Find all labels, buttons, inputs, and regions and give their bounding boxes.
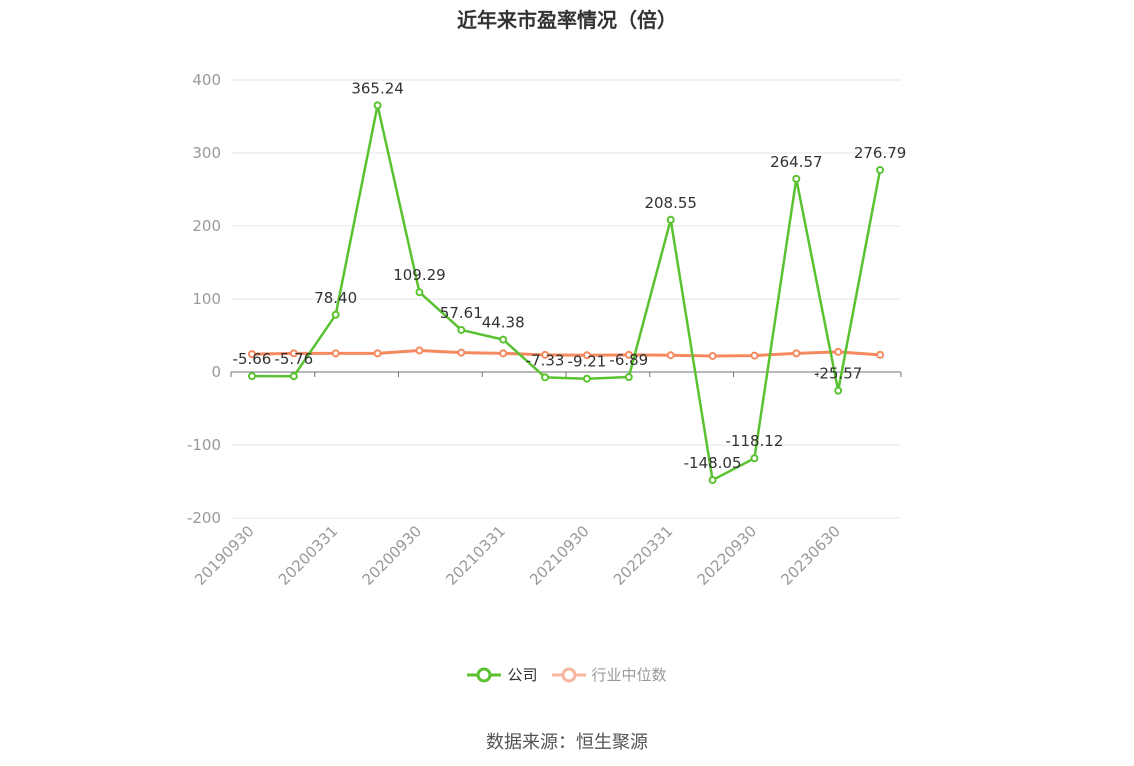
industry-series-point — [373, 349, 382, 358]
company-data-label: 208.55 — [644, 194, 697, 212]
y-tick-label: -200 — [187, 509, 221, 527]
legend-industry-line-icon — [551, 667, 586, 682]
company-data-label: 365.24 — [351, 79, 404, 97]
industry-series-point — [708, 351, 717, 360]
company-data-label: 276.79 — [854, 144, 907, 162]
x-tick-label: 20200331 — [275, 522, 342, 589]
x-tick-label: 20200930 — [359, 522, 426, 589]
industry-series-point — [415, 346, 424, 355]
x-tick-label: 20220930 — [694, 522, 761, 589]
company-series-point — [541, 373, 550, 382]
x-tick-label: 20190930 — [191, 522, 258, 589]
y-tick-label: 200 — [192, 217, 221, 235]
company-data-label: 78.40 — [314, 289, 357, 307]
y-tick-label: 400 — [192, 71, 221, 89]
company-data-label: -9.21 — [568, 353, 607, 371]
company-series-point — [750, 454, 759, 463]
company-data-label: -5.66 — [233, 350, 272, 368]
industry-series-point — [289, 349, 298, 358]
company-series-point — [247, 372, 256, 381]
company-data-label: -148.05 — [684, 454, 742, 472]
company-series-point — [457, 325, 466, 334]
company-data-label: -7.33 — [526, 351, 565, 369]
chart-legend: 公司 行业中位数 — [0, 664, 1134, 685]
company-series-point — [666, 215, 675, 224]
company-series-line — [251, 104, 882, 482]
company-series-point — [708, 476, 717, 485]
industry-series-point — [624, 350, 633, 359]
company-data-label: 44.38 — [482, 314, 525, 332]
company-data-label: -118.12 — [725, 432, 783, 450]
data-source-note: 数据来源：恒生聚源 — [486, 732, 648, 753]
industry-series-point — [834, 347, 843, 356]
industry-series-point — [666, 351, 675, 360]
x-tick-label: 20220331 — [610, 522, 677, 589]
industry-series-point — [247, 350, 256, 359]
company-series-point — [331, 310, 340, 319]
industry-series-point — [499, 349, 508, 358]
company-data-label: 109.29 — [393, 266, 446, 284]
x-tick-label: 20210331 — [442, 522, 509, 589]
x-tick-label: 20210930 — [526, 522, 593, 589]
company-series-point — [499, 335, 508, 344]
company-series-point — [624, 373, 633, 382]
chart-title: 近年来市盈率情况（倍） — [457, 8, 677, 32]
legend-item-company[interactable]: 公司 — [467, 664, 538, 685]
y-tick-label: -100 — [187, 436, 221, 454]
y-tick-label: 300 — [192, 144, 221, 162]
legend-company-line-icon — [467, 667, 502, 682]
company-series-point — [582, 374, 591, 383]
company-series-point — [373, 101, 382, 110]
grid-layer — [231, 79, 901, 519]
legend-industry-label: 行业中位数 — [591, 666, 667, 684]
legend-item-industry[interactable]: 行业中位数 — [551, 664, 667, 685]
company-data-label: -5.76 — [274, 350, 313, 368]
x-tick-label: 20230630 — [777, 522, 844, 589]
y-tick-label: 0 — [211, 363, 221, 381]
industry-series-point — [331, 349, 340, 358]
industry-series-line — [251, 348, 881, 358]
legend-company-label: 公司 — [507, 666, 538, 684]
y-tick-label: 100 — [192, 290, 221, 308]
company-series-point — [876, 165, 885, 174]
company-series-point — [792, 174, 801, 183]
industry-series-point — [750, 351, 759, 360]
industry-series-point — [876, 350, 885, 359]
series-layer — [247, 101, 885, 485]
company-series-point — [415, 288, 424, 297]
industry-series-point — [792, 349, 801, 358]
company-data-label: -6.89 — [609, 351, 648, 369]
company-series-point — [289, 372, 298, 381]
company-data-label: 264.57 — [770, 153, 823, 171]
industry-series-point — [457, 348, 466, 357]
company-data-label: -25.57 — [814, 365, 862, 383]
industry-series-point — [582, 351, 591, 360]
industry-series-point — [541, 350, 550, 359]
company-series-point — [834, 386, 843, 395]
company-data-label: 57.61 — [440, 304, 483, 322]
